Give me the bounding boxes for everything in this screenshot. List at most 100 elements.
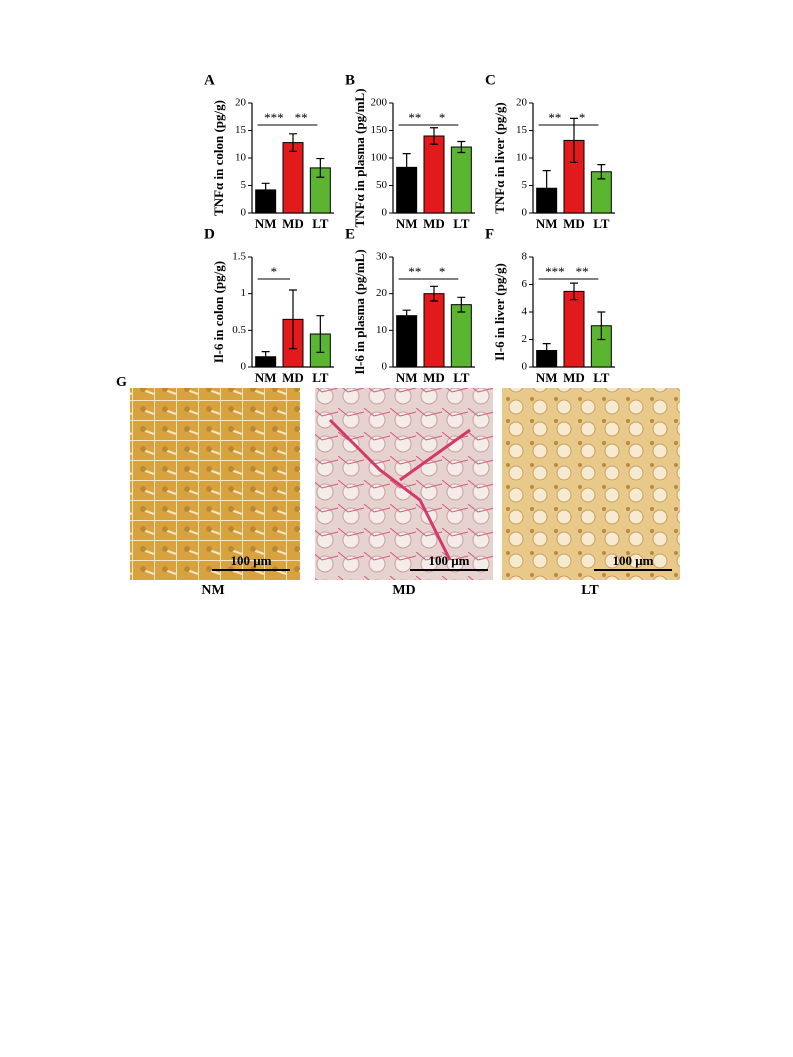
panel-label: C [485,72,496,88]
significance-label: *** [545,264,565,279]
y-axis-label: Il-6 in liver (pg/g) [492,263,507,361]
y-tick-label: 10 [516,152,528,164]
bar [450,304,472,368]
y-tick-label: 2 [522,333,528,345]
bar [396,315,418,368]
significance-label: ** [576,264,589,279]
significance-label: *** [264,110,284,125]
bar [282,142,304,214]
x-tick-label: NM [255,370,277,385]
y-tick-label: 5 [522,179,528,191]
x-tick-label: NM [396,216,418,231]
y-tick-label: 5 [241,179,247,191]
y-axis-label: Il-6 in colon (pg/g) [211,261,226,363]
y-tick-label: 15 [516,124,528,136]
micrograph [502,388,680,580]
bar [563,290,585,368]
panel-g: G 100 μm 100 μm 100 μm NM MD LT [116,375,680,598]
panel-label: E [345,226,355,242]
error-bar [261,351,270,363]
y-tick-label: 10 [235,152,247,164]
y-tick-label: 50 [376,179,388,191]
significance-label: * [439,264,446,279]
error-bar [402,309,411,322]
x-tick-label: LT [312,216,328,231]
y-tick-label: 4 [522,306,528,318]
significance-label: ** [408,110,421,125]
micrograph [315,388,493,580]
panel-label: A [204,72,215,88]
panel-label: G [116,375,127,390]
fibrosis [328,418,471,561]
significance-label: * [439,110,446,125]
bar [450,146,472,214]
panel-label: F [485,226,494,242]
y-tick-label: 0.5 [232,324,246,336]
scale-bar-label: 100 μm [429,553,470,568]
error-bar [570,282,578,301]
x-tick-label: LT [453,370,469,385]
y-axis-label: TNFα in colon (pg/g) [211,100,226,216]
error-bar [316,315,325,353]
x-tick-label: MD [282,370,304,385]
y-axis-label: TNFα in plasma (pg/mL) [352,88,367,227]
error-bar [289,133,297,152]
x-tick-label: LT [312,370,328,385]
error-bar [430,127,438,145]
y-axis-label: Il-6 in plasma (pg/mL) [352,249,367,374]
y-tick-label: 0 [241,207,247,219]
y-tick-label: 30 [376,251,388,263]
error-bar [430,285,438,302]
image-label: NM [201,583,224,598]
error-bar [261,182,270,198]
error-bar [402,153,411,182]
image-label: MD [392,583,415,598]
x-tick-label: LT [593,370,609,385]
y-tick-label: 150 [371,124,388,136]
error-bar [289,289,297,350]
y-tick-label: 0 [522,361,528,373]
y-tick-label: 1.5 [232,251,246,263]
y-tick-label: 0 [382,207,388,219]
x-tick-label: LT [593,216,609,231]
bar [423,293,445,368]
error-bar [597,311,606,341]
x-tick-label: MD [282,216,304,231]
image-label: LT [581,583,599,598]
y-tick-label: 20 [235,97,247,109]
error-bar [570,117,578,163]
x-tick-label: NM [396,370,418,385]
bar [423,135,445,214]
significance-label: * [579,110,586,125]
error-bar [542,170,551,207]
significance-label: * [271,264,278,279]
y-tick-label: 20 [376,287,388,299]
significance-label: ** [295,110,308,125]
y-tick-label: 20 [516,97,528,109]
x-tick-label: MD [423,370,445,385]
y-tick-label: 0 [382,361,388,373]
y-tick-label: 15 [235,124,247,136]
error-bar [316,157,325,178]
y-tick-label: 0 [522,207,528,219]
panel-label: D [204,226,215,242]
scale-bar-label: 100 μm [231,553,272,568]
x-tick-label: MD [423,216,445,231]
micrograph [130,388,300,580]
y-tick-label: 10 [376,324,388,336]
y-tick-label: 8 [522,251,528,263]
x-tick-label: NM [536,216,558,231]
y-tick-label: 6 [522,278,528,290]
x-tick-label: LT [453,216,469,231]
panel-label: B [345,72,355,88]
y-axis-label: TNFα in liver (pg/g) [492,102,507,213]
y-tick-label: 100 [371,152,388,164]
y-tick-label: 1 [241,287,247,299]
significance-label: ** [408,264,421,279]
error-bar [457,140,466,154]
x-tick-label: NM [536,370,558,385]
error-bar [457,296,466,313]
error-bar [597,164,606,180]
x-tick-label: NM [255,216,277,231]
